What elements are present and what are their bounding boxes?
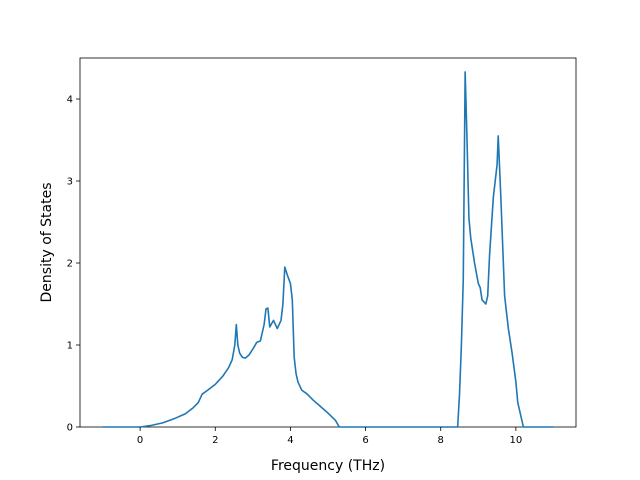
x-tick-label: 0 [137, 435, 143, 446]
x-tick-label: 8 [438, 435, 444, 446]
x-tick-label: 6 [362, 435, 368, 446]
x-tick-label: 4 [287, 435, 293, 446]
x-tick-label: 2 [212, 435, 218, 446]
series-layer [102, 71, 554, 428]
x-axis: 0 2 4 6 8 10 [137, 427, 522, 446]
y-axis: 0 1 2 3 4 [67, 95, 80, 434]
dos-series-line [102, 71, 554, 428]
x-tick-label: 10 [510, 435, 523, 446]
y-axis-title: Density of States [39, 183, 55, 303]
y-tick-label: 1 [67, 341, 73, 352]
y-tick-label: 2 [67, 259, 73, 270]
x-axis-title: Frequency (THz) [271, 458, 385, 474]
y-tick-label: 3 [67, 177, 73, 188]
plot-area [79, 57, 577, 428]
plot-frame [79, 57, 577, 428]
y-tick-label: 0 [67, 423, 73, 434]
y-tick-label: 4 [67, 95, 73, 106]
